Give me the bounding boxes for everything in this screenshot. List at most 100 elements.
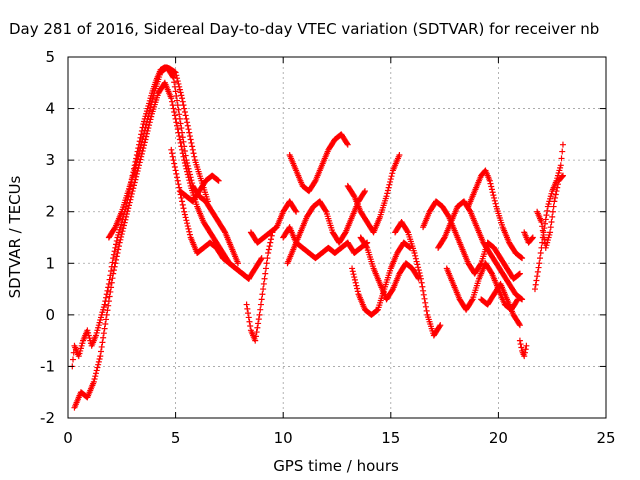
data-point xyxy=(188,139,195,146)
data-point xyxy=(265,249,272,256)
data-point xyxy=(132,164,139,171)
data-point xyxy=(184,122,191,129)
data-point xyxy=(559,172,566,179)
data-point xyxy=(117,236,124,243)
data-point xyxy=(185,225,192,232)
data-point xyxy=(104,307,111,314)
data-point xyxy=(549,208,556,215)
data-point xyxy=(179,201,186,208)
data-point xyxy=(552,191,559,198)
data-point xyxy=(188,177,195,184)
data-point xyxy=(178,92,185,99)
data-point xyxy=(116,239,123,246)
data-point xyxy=(417,275,424,282)
data-point xyxy=(180,205,187,212)
data-point xyxy=(539,239,546,246)
data-point xyxy=(352,279,359,286)
data-point xyxy=(104,287,111,294)
data-point xyxy=(437,322,444,329)
data-point xyxy=(178,194,185,201)
data-point xyxy=(245,314,252,321)
data-point xyxy=(258,296,265,303)
data-point xyxy=(547,229,554,236)
data-point xyxy=(181,211,188,218)
data-point xyxy=(292,207,299,214)
data-point xyxy=(191,153,198,160)
data-point xyxy=(138,138,145,145)
data-points xyxy=(69,64,566,411)
data-point xyxy=(559,173,566,180)
y-tick-label: 3 xyxy=(45,151,55,169)
data-point xyxy=(322,207,329,214)
data-point xyxy=(183,217,190,224)
data-point xyxy=(419,283,426,290)
data-point xyxy=(169,150,176,157)
data-point xyxy=(174,102,181,109)
data-point xyxy=(107,288,114,295)
data-point xyxy=(113,256,120,263)
data-point xyxy=(539,223,546,230)
y-tick-label: 4 xyxy=(45,100,55,118)
data-point xyxy=(70,356,77,363)
data-point xyxy=(363,243,370,250)
data-point xyxy=(516,321,523,328)
data-point xyxy=(235,260,242,267)
data-point xyxy=(174,177,181,184)
data-point xyxy=(389,170,396,177)
data-point xyxy=(171,79,178,86)
plot-frame xyxy=(67,56,607,419)
data-point xyxy=(215,177,222,184)
data-point xyxy=(540,231,547,238)
data-point xyxy=(106,293,113,300)
data-point xyxy=(94,364,101,371)
data-point xyxy=(490,192,497,199)
data-point xyxy=(252,337,259,344)
data-point xyxy=(176,133,183,140)
data-point xyxy=(553,188,560,195)
data-point xyxy=(351,274,358,281)
data-point xyxy=(554,184,561,191)
data-point xyxy=(543,212,550,219)
data-point xyxy=(179,129,186,136)
data-point xyxy=(411,249,418,256)
data-point xyxy=(422,299,429,306)
data-point xyxy=(184,220,191,227)
data-point xyxy=(169,102,176,109)
data-point xyxy=(266,243,273,250)
data-point xyxy=(183,115,190,122)
data-point xyxy=(361,189,368,196)
data-point xyxy=(134,155,141,162)
data-point xyxy=(141,127,148,134)
data-point xyxy=(111,263,118,270)
data-point xyxy=(184,119,191,126)
data-point xyxy=(385,184,392,191)
data-point xyxy=(254,324,261,331)
data-point xyxy=(140,133,147,140)
data-point xyxy=(547,224,554,231)
data-point xyxy=(127,196,134,203)
data-point xyxy=(384,190,391,197)
data-point xyxy=(404,228,411,235)
data-point xyxy=(145,113,152,120)
data-point xyxy=(536,260,543,267)
data-point xyxy=(260,280,267,287)
data-point xyxy=(141,130,148,137)
data-point xyxy=(261,275,268,282)
data-point xyxy=(143,121,150,128)
data-point xyxy=(488,186,495,193)
data-point xyxy=(418,279,425,286)
data-point xyxy=(100,330,107,337)
data-point xyxy=(146,110,153,117)
y-axis-label: SDTVAR / TECUs xyxy=(6,175,24,298)
data-point xyxy=(179,98,186,105)
data-point xyxy=(169,98,176,105)
data-point xyxy=(491,194,498,201)
data-point xyxy=(98,343,105,350)
x-tick-label: 20 xyxy=(489,429,508,447)
data-point xyxy=(539,227,546,234)
y-tick-labels: -2 -1 0 1 2 3 4 5 xyxy=(40,48,55,427)
data-point xyxy=(516,322,523,329)
data-point xyxy=(176,86,183,93)
data-point xyxy=(388,173,395,180)
data-point xyxy=(108,284,115,291)
